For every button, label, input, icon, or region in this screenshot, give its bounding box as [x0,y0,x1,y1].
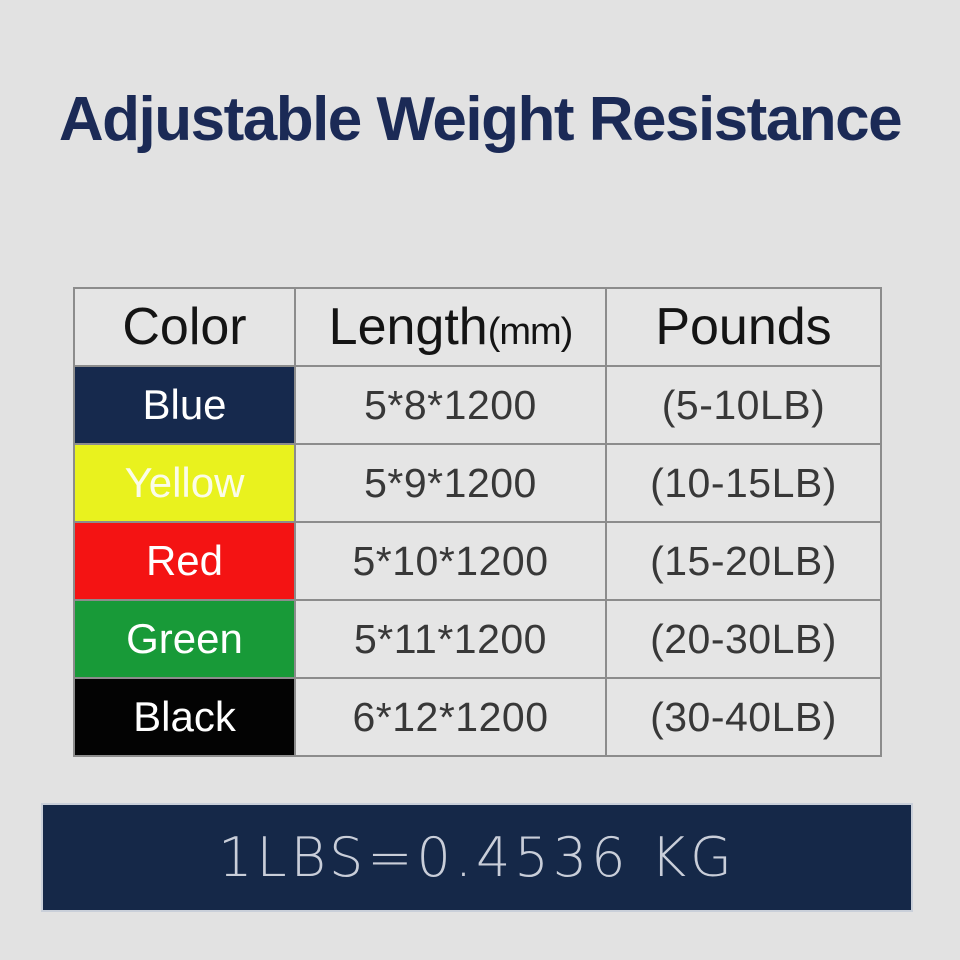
column-header-color: Color [73,287,296,367]
length-cell: 5*11*1200 [294,599,607,679]
table-row-red: Red 5*10*1200 (15-20LB) [73,521,882,601]
table-row-blue: Blue 5*8*1200 (5-10LB) [73,365,882,445]
page-title: Adjustable Weight Resistance [58,85,903,154]
pounds-cell: (5-10LB) [605,365,882,445]
pounds-cell: (30-40LB) [605,677,882,757]
table-row-green: Green 5*11*1200 (20-30LB) [73,599,882,679]
table-row-black: Black 6*12*1200 (30-40LB) [73,677,882,757]
resistance-spec-table: Color Length(mm) Pounds Blue 5*8*1200 (5… [73,287,882,757]
color-swatch-cell: Green [73,599,296,679]
column-header-length-unit: (mm) [487,311,574,353]
length-cell: 5*8*1200 [294,365,607,445]
pounds-cell: (15-20LB) [605,521,882,601]
color-swatch-cell: Blue [73,365,296,445]
column-header-length-label: Length [328,298,488,356]
color-swatch-cell: Black [73,677,296,757]
length-cell: 5*10*1200 [294,521,607,601]
pounds-cell: (20-30LB) [605,599,882,679]
column-header-length: Length(mm) [294,287,607,367]
table-header-row: Color Length(mm) Pounds [73,287,882,367]
length-cell: 5*9*1200 [294,443,607,523]
table-row-yellow: Yellow 5*9*1200 (10-15LB) [73,443,882,523]
column-header-pounds: Pounds [605,287,882,367]
color-swatch-cell: Yellow [73,443,296,523]
length-cell: 6*12*1200 [294,677,607,757]
conversion-note-bar: 1LBS=0.4536 KG [41,803,913,912]
color-swatch-cell: Red [73,521,296,601]
conversion-note: 1LBS=0.4536 KG [218,826,736,889]
pounds-cell: (10-15LB) [605,443,882,523]
